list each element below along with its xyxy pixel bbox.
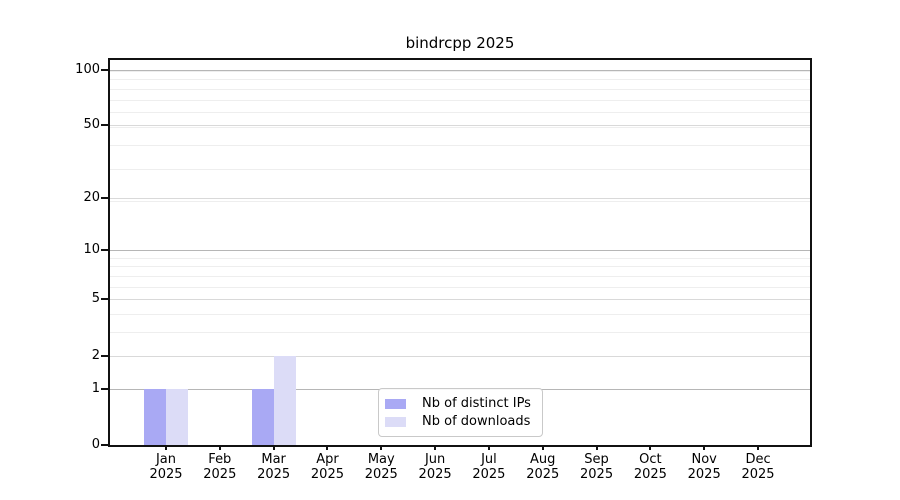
chart-title: bindrcpp 2025 — [405, 34, 515, 52]
y-minor-gridline — [110, 99, 810, 101]
y-axis-tick-mark — [101, 249, 108, 252]
year-label: 2025 — [257, 467, 291, 482]
y-minor-gridline — [110, 70, 810, 72]
y-minor-gridline — [110, 314, 810, 316]
year-label: 2025 — [741, 467, 775, 482]
legend-swatch-distinct-ips — [385, 398, 406, 409]
month-name: Feb — [208, 452, 232, 467]
x-axis-month-label: Nov 2025 — [672, 452, 736, 482]
month-name: Oct — [639, 452, 662, 467]
x-axis-month-label: Jun 2025 — [403, 452, 467, 482]
y-axis-tick-mark — [101, 444, 108, 446]
x-axis-tick-mark — [487, 445, 490, 450]
x-axis-tick-mark — [326, 445, 329, 450]
y-major-gridline — [110, 299, 810, 301]
year-label: 2025 — [310, 467, 344, 482]
year-label: 2025 — [687, 467, 721, 482]
bar-distinct-ips — [251, 388, 274, 445]
year-label: 2025 — [418, 467, 452, 482]
y-axis-tick-label: 1 — [91, 380, 100, 396]
y-axis-tick-mark — [101, 68, 108, 71]
bar-downloads — [273, 355, 296, 445]
y-major-gridline — [110, 197, 810, 199]
year-label: 2025 — [472, 467, 506, 482]
y-axis-tick-label: 5 — [91, 291, 100, 307]
x-axis-month-label: May 2025 — [349, 452, 413, 482]
y-minor-gridline — [110, 79, 810, 81]
year-label: 2025 — [149, 467, 183, 482]
month-name: Jun — [424, 452, 446, 467]
x-axis-tick-mark — [434, 445, 437, 450]
legend-label-distinct-ips: Nb of distinct IPs — [422, 396, 531, 411]
y-axis-tick-mark — [101, 354, 108, 357]
y-axis-tick-label: 100 — [75, 61, 100, 77]
y-axis-tick-mark — [101, 196, 108, 199]
bar-downloads — [166, 388, 188, 445]
y-minor-gridline — [110, 88, 810, 90]
y-major-gridline — [110, 355, 810, 357]
y-axis-tick-mark — [101, 124, 108, 127]
y-minor-gridline — [110, 266, 810, 268]
month-name: Sep — [584, 452, 609, 467]
month-name: Apr — [316, 452, 339, 467]
y-axis-tick-label: 2 — [91, 347, 100, 363]
legend-swatch-downloads — [385, 416, 406, 427]
x-axis-month-label: Aug 2025 — [511, 452, 575, 482]
x-axis-month-label: Apr 2025 — [295, 452, 359, 482]
year-label: 2025 — [526, 467, 560, 482]
y-minor-gridline — [110, 126, 810, 128]
y-axis-tick-label: 20 — [83, 189, 100, 205]
y-axis-tick-label: 0 — [91, 437, 100, 452]
y-minor-gridline — [110, 286, 810, 288]
month-name: Mar — [261, 452, 286, 467]
x-axis-month-label: Sep 2025 — [565, 452, 629, 482]
y-minor-gridline — [110, 257, 810, 259]
month-name: Jul — [481, 452, 497, 467]
month-name: Dec — [745, 452, 771, 467]
x-axis-tick-mark — [218, 445, 221, 450]
y-minor-gridline — [110, 168, 810, 170]
y-major-gridline — [110, 69, 810, 71]
x-axis-month-label: Jan 2025 — [134, 452, 198, 482]
x-axis-tick-mark — [541, 445, 544, 450]
year-label: 2025 — [203, 467, 237, 482]
legend-label-downloads: Nb of downloads — [422, 414, 531, 429]
x-axis-tick-mark — [649, 445, 652, 450]
y-minor-gridline — [110, 112, 810, 114]
x-axis-month-label: Mar 2025 — [242, 452, 306, 482]
y-axis-tick-label: 10 — [83, 242, 100, 258]
y-minor-gridline — [110, 332, 810, 334]
x-axis-month-label: Dec 2025 — [726, 452, 790, 482]
year-label: 2025 — [580, 467, 614, 482]
plot-area — [108, 58, 812, 447]
legend-entry-downloads: Nb of downloads — [385, 414, 542, 429]
month-name: Jan — [155, 452, 177, 467]
y-axis-tick-label: 50 — [83, 117, 100, 133]
month-name: May — [367, 452, 395, 467]
x-axis-month-label: Oct 2025 — [618, 452, 682, 482]
y-axis-tick-mark — [101, 387, 108, 390]
y-major-gridline — [110, 250, 810, 252]
legend-entry-distinct-ips: Nb of distinct IPs — [385, 396, 542, 411]
x-axis-tick-mark — [380, 445, 383, 450]
x-axis-tick-mark — [757, 445, 760, 450]
x-axis-month-label: Jul 2025 — [457, 452, 521, 482]
y-minor-gridline — [110, 275, 810, 277]
x-axis-tick-mark — [165, 445, 167, 450]
y-axis-tick-mark — [101, 298, 108, 301]
x-axis-month-label: Feb 2025 — [188, 452, 252, 482]
month-name: Aug — [530, 452, 556, 467]
x-axis-tick-mark — [595, 445, 598, 450]
x-axis-tick-mark — [703, 445, 706, 450]
y-minor-gridline — [110, 145, 810, 147]
year-label: 2025 — [633, 467, 667, 482]
x-axis-tick-mark — [272, 445, 275, 450]
legend: Nb of distinct IPs Nb of downloads — [378, 388, 543, 437]
month-name: Nov — [691, 452, 717, 467]
bar-distinct-ips — [144, 388, 166, 445]
y-major-gridline — [110, 125, 810, 127]
y-minor-gridline — [110, 201, 810, 203]
year-label: 2025 — [364, 467, 398, 482]
